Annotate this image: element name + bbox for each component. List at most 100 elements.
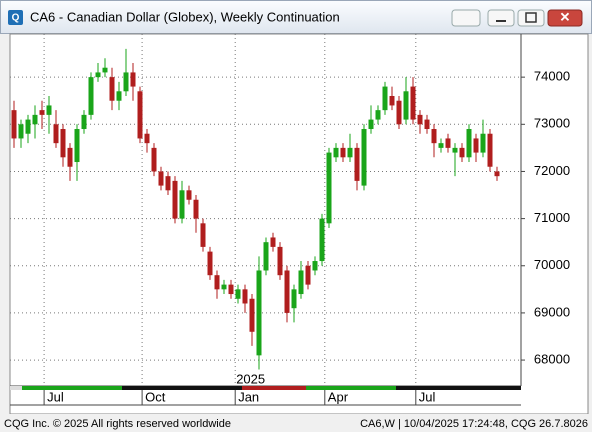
- chart-frame: [9, 33, 589, 415]
- y-tick-label: 71000: [534, 210, 570, 225]
- candle-body: [298, 270, 304, 295]
- candle-body: [494, 171, 500, 177]
- candle-body: [431, 129, 437, 144]
- y-tick-label: 73000: [534, 116, 570, 131]
- candle-body: [354, 147, 360, 181]
- candle-body: [291, 289, 297, 309]
- candle-body: [235, 289, 241, 299]
- candle-body: [438, 143, 444, 148]
- close-glyph: ✕: [560, 9, 571, 24]
- candle-body: [172, 180, 178, 219]
- candle-body: [11, 110, 17, 139]
- timeline-seg: [22, 386, 122, 390]
- candle-body: [263, 242, 269, 271]
- link-button[interactable]: [451, 9, 481, 27]
- candle-body: [284, 270, 290, 313]
- x-tick-label: Oct: [145, 389, 166, 404]
- timeline-seg: [396, 386, 521, 390]
- candle-body: [403, 91, 409, 120]
- candle-body: [249, 298, 255, 332]
- y-tick-label: 68000: [534, 352, 570, 367]
- candle-body: [242, 289, 248, 304]
- candle-body: [473, 138, 479, 153]
- candle-body: [109, 77, 115, 101]
- candle-body: [417, 114, 423, 125]
- x-tick-label: Jul: [419, 389, 436, 404]
- candle-body: [137, 91, 143, 139]
- candle-body: [158, 171, 164, 186]
- candle-body: [200, 223, 206, 247]
- candle-body: [18, 124, 24, 139]
- candle-body: [368, 119, 374, 130]
- maximize-button[interactable]: [517, 9, 545, 27]
- y-tick-label: 70000: [534, 257, 570, 272]
- candle-body: [389, 96, 395, 106]
- candle-body: [375, 110, 381, 120]
- candle-body: [116, 91, 122, 101]
- candle-body: [270, 237, 276, 247]
- candle-body: [347, 147, 353, 158]
- candle-body: [319, 218, 325, 262]
- footer: [0, 414, 592, 432]
- candle-body: [88, 77, 94, 115]
- candle-body: [221, 284, 227, 290]
- candle-body: [333, 147, 339, 158]
- candle-body: [193, 199, 199, 219]
- y-tick-label: 74000: [534, 69, 570, 84]
- candle-body: [39, 110, 45, 115]
- candle-body: [466, 129, 472, 158]
- candle-body: [452, 147, 458, 153]
- candle-body: [123, 72, 129, 92]
- candle-body: [144, 133, 150, 144]
- candle-body: [32, 114, 38, 125]
- footer-left: CQG Inc. © 2025 All rights reserved worl…: [4, 418, 231, 430]
- app-icon-glyph: Q: [12, 13, 20, 24]
- candle-body: [480, 133, 486, 153]
- candle-body: [396, 100, 402, 125]
- candle-body: [165, 176, 171, 191]
- candle-body: [312, 261, 318, 271]
- candle-body: [179, 190, 185, 219]
- footer-right: CA6,W | 10/04/2025 17:24:48, CQG 26.7.80…: [360, 418, 588, 430]
- candle-body: [102, 67, 108, 73]
- candle-body: [305, 265, 311, 285]
- candle-body: [382, 86, 388, 111]
- y-tick-label: 72000: [534, 163, 570, 178]
- close-button[interactable]: [547, 9, 583, 27]
- minimize-button[interactable]: [487, 9, 515, 27]
- candle-body: [53, 124, 59, 144]
- candle-body: [445, 138, 451, 148]
- candle-body: [67, 147, 73, 167]
- year-label: 2025: [236, 371, 265, 386]
- candle-body: [340, 147, 346, 158]
- timeline-seg: [122, 386, 242, 390]
- candle-body: [60, 129, 66, 158]
- candle-body: [130, 72, 136, 87]
- maximize-glyph: [525, 12, 537, 23]
- candle-body: [487, 133, 493, 167]
- candle-body: [81, 114, 87, 130]
- candle-body: [326, 152, 332, 224]
- timeline-seg: [306, 386, 396, 390]
- x-tick-label: Jan: [238, 389, 259, 404]
- candle-body: [256, 270, 262, 356]
- candle-body: [424, 119, 430, 130]
- candle-body: [25, 119, 31, 134]
- app-icon: [8, 10, 23, 25]
- candle-body: [277, 246, 283, 276]
- candle-body: [46, 105, 52, 115]
- candle-body: [95, 72, 101, 78]
- x-tick-label: Jul: [47, 389, 64, 404]
- candle-body: [361, 129, 367, 186]
- candle-body: [74, 129, 80, 163]
- candle-body: [207, 251, 213, 276]
- candle-body: [459, 147, 465, 158]
- window-title: CA6 - Canadian Dollar (Globex), Weekly C…: [30, 9, 340, 24]
- candle-body: [214, 275, 220, 290]
- x-tick-label: Apr: [328, 389, 349, 404]
- y-tick-label: 69000: [534, 304, 570, 319]
- candle-body: [186, 190, 192, 200]
- candle-body: [151, 147, 157, 172]
